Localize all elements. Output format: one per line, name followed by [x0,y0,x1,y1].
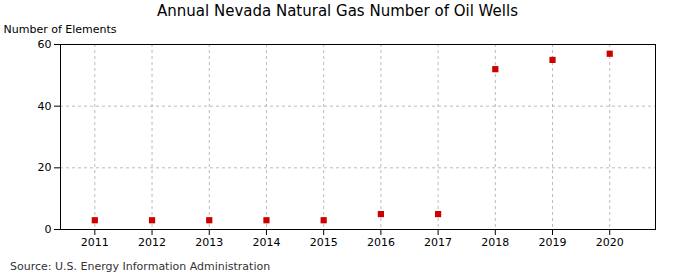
svg-text:2014: 2014 [252,236,280,249]
svg-text:2013: 2013 [195,236,223,249]
svg-text:60: 60 [38,38,52,51]
svg-text:2018: 2018 [481,236,509,249]
svg-text:2017: 2017 [424,236,452,249]
svg-text:2019: 2019 [539,236,567,249]
svg-text:2015: 2015 [310,236,338,249]
svg-text:Number of Elements: Number of Elements [4,23,117,36]
svg-text:20: 20 [38,161,52,174]
svg-text:0: 0 [45,223,52,236]
svg-text:2012: 2012 [138,236,166,249]
svg-text:2016: 2016 [367,236,395,249]
html-text:Source: U.S. Energy Informatio: Source: U.S. Energy Information Administ… [10,260,271,273]
svg-text:40: 40 [38,100,52,113]
html-text:Annual Nevada Natural Gas Numb: Annual Nevada Natural Gas Number of Oil … [157,2,518,20]
svg-text:2020: 2020 [596,236,624,249]
svg-text:2011: 2011 [81,236,109,249]
